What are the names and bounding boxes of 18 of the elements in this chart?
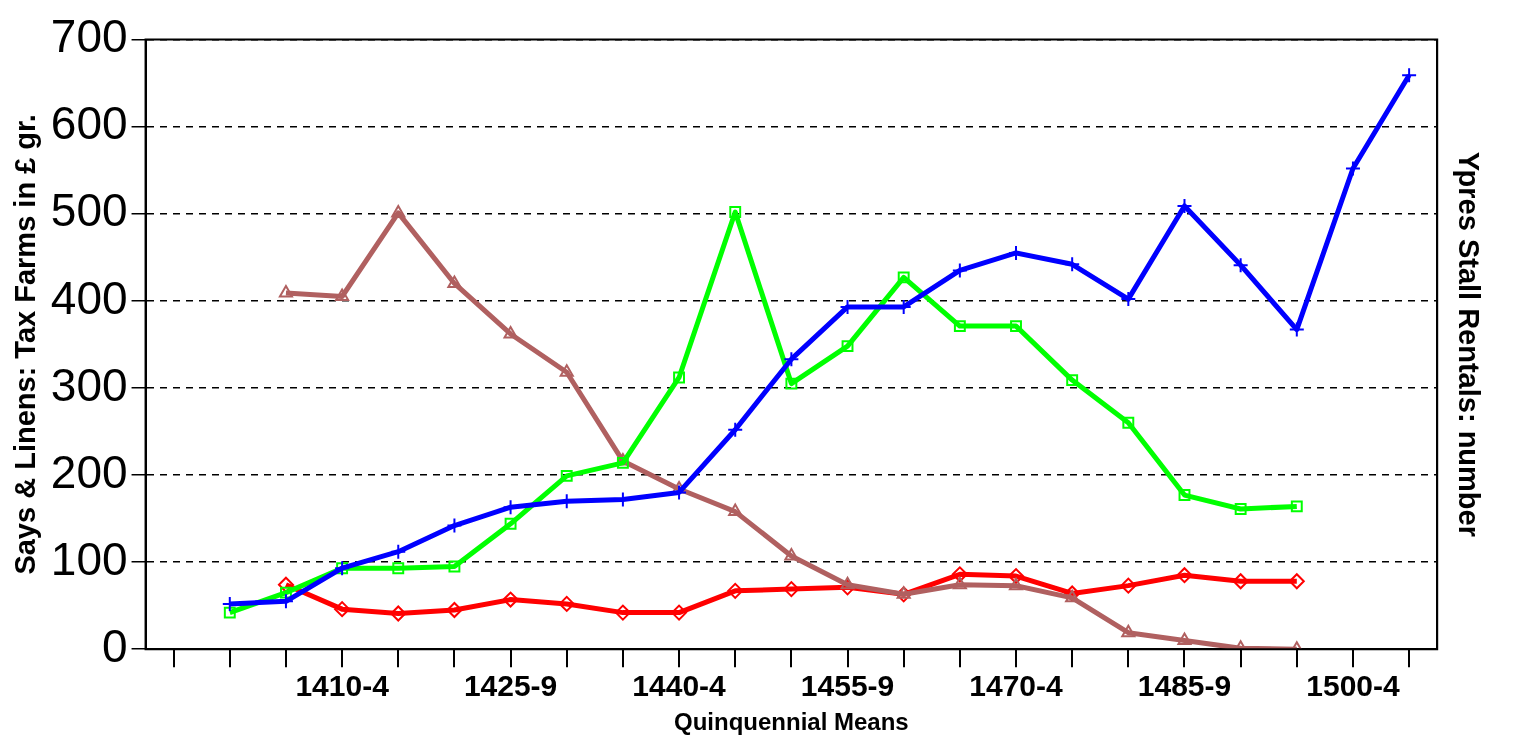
x-tick-label: 1470-4: [969, 669, 1064, 703]
x-tick-label: 1485-9: [1137, 669, 1232, 703]
y-tick-label: 0: [101, 619, 128, 672]
y-tick-label: 600: [50, 97, 128, 150]
y2-axis-title: Ypres Stall Rentals: number: [1452, 151, 1485, 537]
y-tick-label: 700: [50, 10, 128, 63]
y-tick-label: 300: [50, 358, 128, 411]
x-tick-label: 1455-9: [800, 669, 895, 703]
y-axis-title: Says & Linens: Tax Farms in £ gr.: [9, 114, 42, 575]
x-tick-label: 1425-9: [463, 669, 558, 703]
x-tick-label: 1500-4: [1306, 669, 1400, 703]
y-tick-label: 200: [50, 445, 128, 498]
x-tick-label: 1410-4: [295, 669, 390, 703]
x-tick-label: 1440-4: [632, 669, 727, 703]
y-tick-label: 500: [50, 184, 128, 237]
y-tick-label: 400: [50, 271, 128, 324]
x-axis-title: Quinquennial Means: [674, 708, 909, 736]
y-tick-label: 100: [50, 532, 128, 585]
